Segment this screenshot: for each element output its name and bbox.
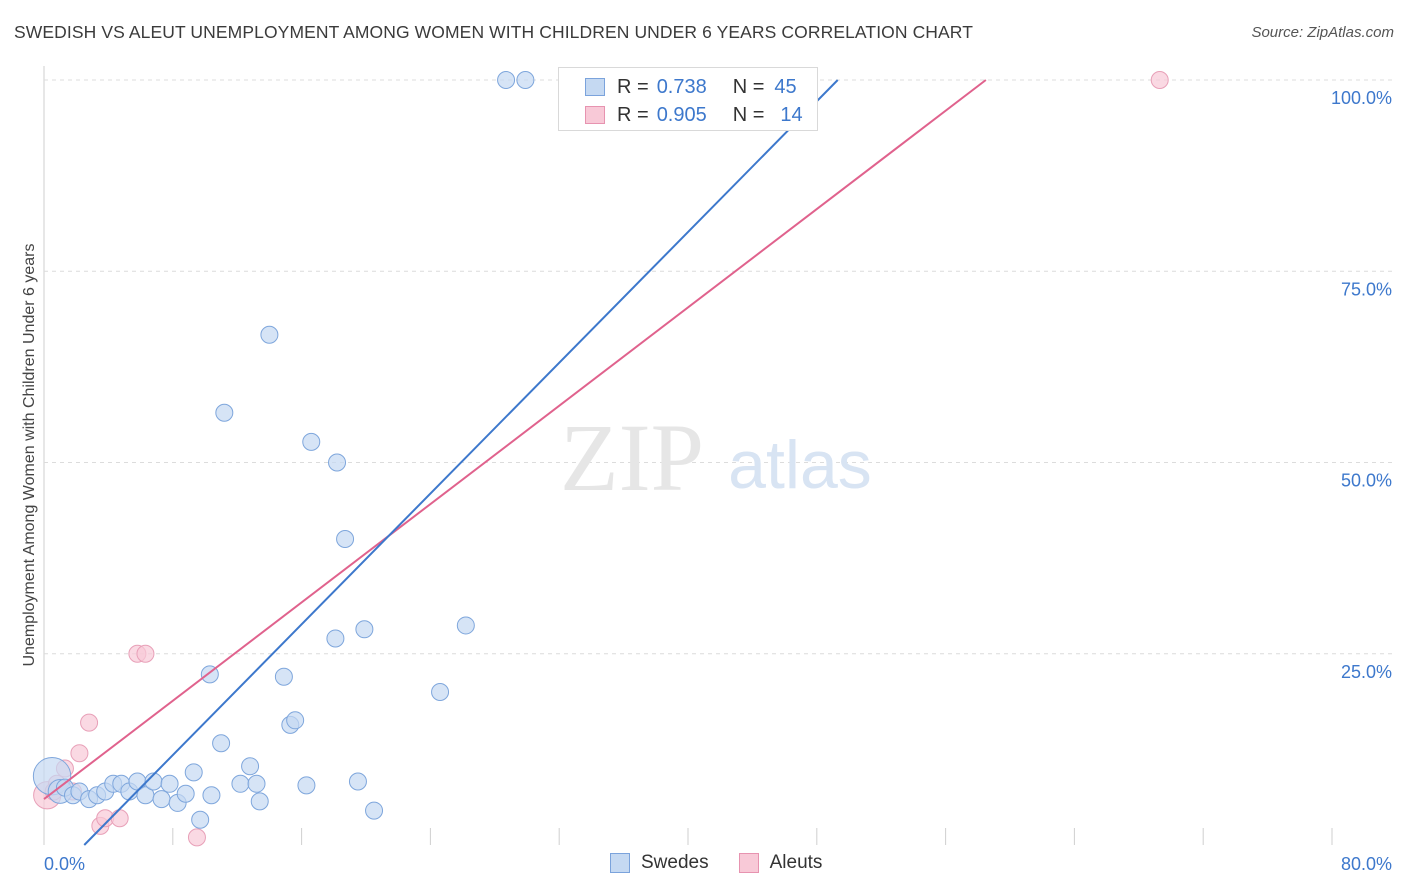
source-label: Source: ZipAtlas.com — [1251, 24, 1394, 41]
y-tick-label: 25.0% — [1341, 662, 1392, 682]
swedes-point — [326, 629, 345, 648]
swedes-point — [365, 801, 384, 820]
swedes-point — [274, 667, 293, 686]
swedes-point — [516, 71, 535, 89]
aleuts-point — [80, 713, 99, 732]
y-tick-label: 50.0% — [1341, 471, 1392, 491]
data-points — [32, 71, 1169, 847]
swedes-point — [212, 734, 231, 753]
swedes-r-value: 0.738 — [656, 75, 707, 98]
swedes-point — [191, 810, 210, 829]
swedes-point — [247, 774, 266, 793]
y-tick-label: 75.0% — [1341, 279, 1392, 299]
watermark-zip: ZIP — [560, 404, 704, 511]
aleuts-swatch — [738, 853, 759, 873]
swedes-point — [260, 325, 279, 344]
y-tick-label: 100.0% — [1331, 88, 1392, 108]
legend-label-swedes: Swedes — [641, 852, 709, 873]
swedes-point — [336, 530, 355, 548]
aleuts-n-value: 14 — [780, 103, 803, 126]
aleuts-point — [70, 744, 89, 763]
swedes-trend-line — [83, 79, 839, 846]
x-tick-label: 0.0% — [44, 854, 85, 874]
aleuts-point — [187, 828, 206, 847]
legend-item-aleuts[interactable]: Aleuts — [738, 852, 823, 874]
swedes-point — [250, 792, 269, 811]
swedes-point — [328, 453, 347, 472]
aleuts-r-value: 0.905 — [656, 103, 707, 126]
swedes-point — [355, 620, 374, 639]
watermark-atlas: atlas — [728, 427, 872, 503]
swedes-point — [184, 763, 203, 782]
swedes-point — [348, 772, 367, 791]
swedes-swatch — [585, 78, 605, 96]
chart-title: SWEDISH VS ALEUT UNEMPLOYMENT AMONG WOME… — [14, 22, 974, 42]
swedes-swatch — [610, 853, 630, 873]
legend-label-aleuts: Aleuts — [769, 852, 823, 873]
n-label: N = — [732, 103, 765, 126]
swedes-n-value: 45 — [774, 75, 797, 98]
swedes-point — [497, 71, 516, 89]
x-tick-label: 80.0% — [1341, 854, 1392, 874]
swedes-point — [160, 774, 179, 793]
aleuts-point — [110, 809, 129, 828]
trend-lines — [43, 79, 987, 846]
swedes-point — [297, 776, 316, 795]
n-label: N = — [732, 75, 765, 98]
swedes-point — [215, 403, 234, 422]
series-legend: Swedes Aleuts — [610, 852, 852, 874]
swedes-point — [176, 784, 195, 803]
aleuts-point — [1150, 71, 1169, 89]
stats-legend: R = 0.738 N = 45 R = 0.905 N = 14 — [558, 67, 818, 131]
legend-item-swedes[interactable]: Swedes — [610, 852, 709, 874]
tick-labels: 100.0% 75.0% 50.0% 25.0% 0.0% 80.0% — [44, 88, 1392, 874]
aleuts-point — [136, 644, 155, 663]
swedes-point — [152, 790, 171, 809]
watermark: ZIP atlas — [560, 404, 872, 511]
swedes-point — [456, 616, 475, 635]
legend-row-swedes: R = 0.738 N = 45 — [585, 74, 797, 100]
swedes-point — [231, 774, 250, 793]
swedes-point — [241, 757, 260, 776]
swedes-point — [202, 786, 221, 805]
legend-row-aleuts: R = 0.905 N = 14 — [585, 102, 803, 128]
r-label: R = — [617, 75, 649, 98]
swedes-point — [286, 711, 305, 730]
aleuts-swatch — [585, 106, 605, 124]
swedes-point — [431, 683, 450, 701]
aleuts-trend-line — [43, 79, 987, 800]
swedes-point — [302, 432, 321, 451]
grid — [44, 79, 1392, 845]
r-label: R = — [617, 103, 649, 126]
